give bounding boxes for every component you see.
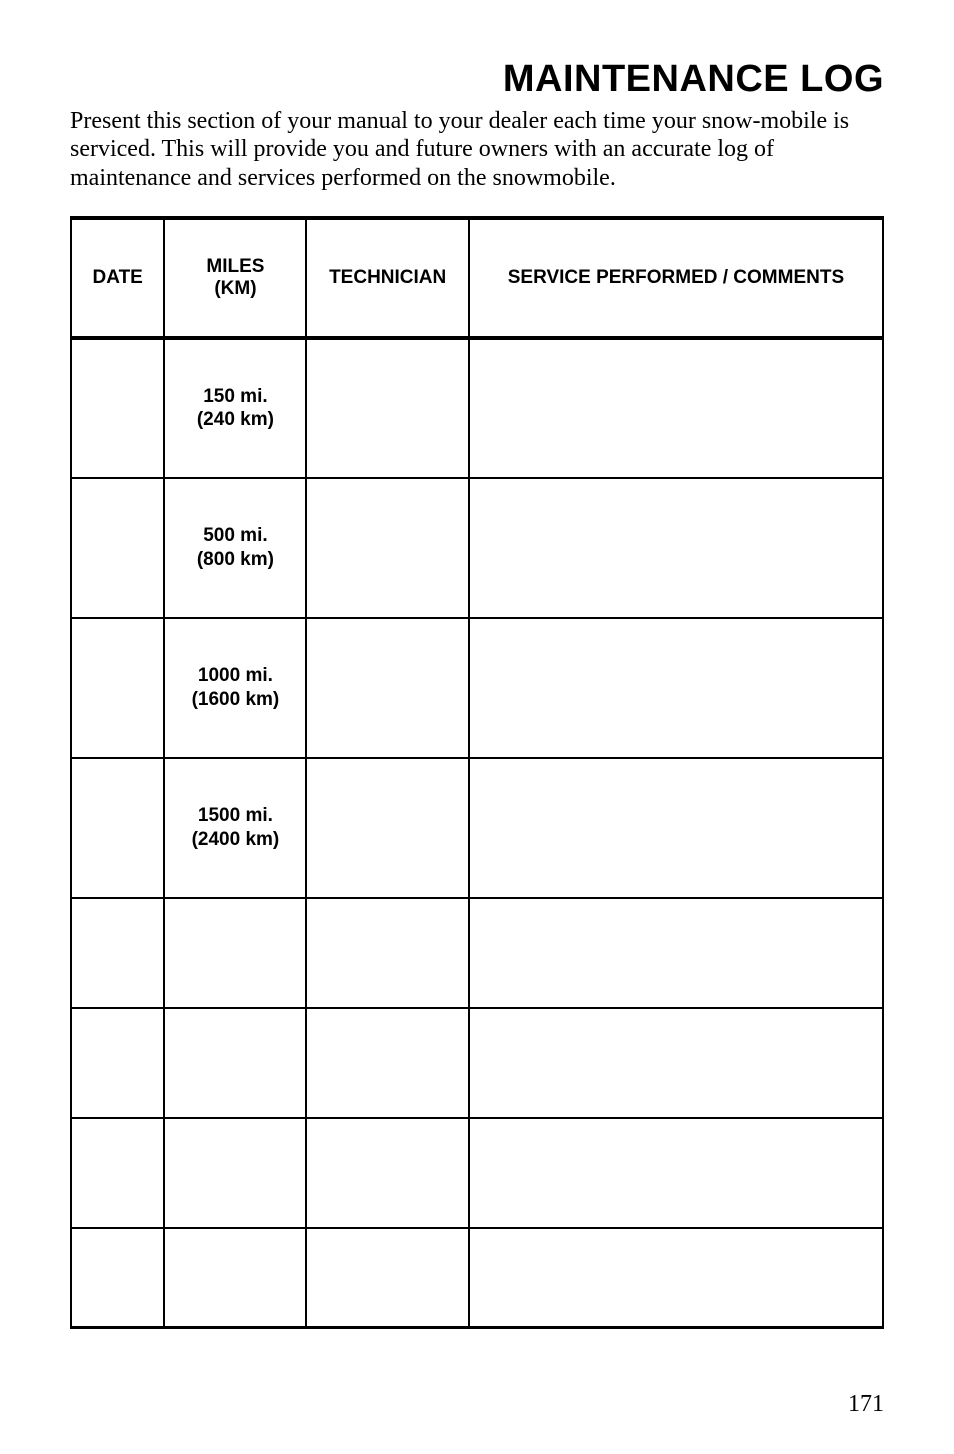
cell-service[interactable] xyxy=(469,618,883,758)
cell-date[interactable] xyxy=(71,898,164,1008)
col-header-technician: TECHNICIAN xyxy=(306,218,468,338)
cell-service[interactable] xyxy=(469,478,883,618)
cell-technician[interactable] xyxy=(306,1118,468,1228)
cell-technician[interactable] xyxy=(306,898,468,1008)
cell-technician[interactable] xyxy=(306,1008,468,1118)
cell-technician[interactable] xyxy=(306,758,468,898)
cell-service[interactable] xyxy=(469,898,883,1008)
miles-line2: (800 km) xyxy=(173,548,297,572)
page-title: MAINTENANCE LOG xyxy=(70,58,884,101)
miles-line1: 150 mi. xyxy=(173,385,297,409)
table-row xyxy=(71,1228,883,1328)
col-header-date: DATE xyxy=(71,218,164,338)
miles-line2: (2400 km) xyxy=(173,828,297,852)
table-row: 150 mi. (240 km) xyxy=(71,338,883,478)
cell-service[interactable] xyxy=(469,1118,883,1228)
table-row xyxy=(71,898,883,1008)
cell-date[interactable] xyxy=(71,1228,164,1328)
cell-miles[interactable] xyxy=(164,1228,306,1328)
maintenance-log-table: DATE MILES (KM) TECHNICIAN SERVICE PERFO… xyxy=(70,216,884,1330)
table-row xyxy=(71,1008,883,1118)
miles-line1: 1500 mi. xyxy=(173,804,297,828)
cell-technician[interactable] xyxy=(306,618,468,758)
cell-miles[interactable] xyxy=(164,898,306,1008)
cell-miles[interactable] xyxy=(164,1008,306,1118)
cell-date[interactable] xyxy=(71,1118,164,1228)
col-header-miles-line2: (KM) xyxy=(214,278,256,299)
page-number: 171 xyxy=(848,1391,884,1418)
miles-line2: (240 km) xyxy=(173,408,297,432)
intro-paragraph: Present this section of your manual to y… xyxy=(70,107,884,192)
cell-miles: 1000 mi. (1600 km) xyxy=(164,618,306,758)
cell-service[interactable] xyxy=(469,1228,883,1328)
miles-line1: 1000 mi. xyxy=(173,664,297,688)
cell-technician[interactable] xyxy=(306,1228,468,1328)
table-row: 1500 mi. (2400 km) xyxy=(71,758,883,898)
cell-miles: 500 mi. (800 km) xyxy=(164,478,306,618)
cell-service[interactable] xyxy=(469,1008,883,1118)
table-row: 1000 mi. (1600 km) xyxy=(71,618,883,758)
cell-service[interactable] xyxy=(469,758,883,898)
cell-date[interactable] xyxy=(71,618,164,758)
cell-service[interactable] xyxy=(469,338,883,478)
col-header-miles: MILES (KM) xyxy=(164,218,306,338)
cell-date[interactable] xyxy=(71,478,164,618)
cell-miles: 1500 mi. (2400 km) xyxy=(164,758,306,898)
cell-miles[interactable] xyxy=(164,1118,306,1228)
cell-technician[interactable] xyxy=(306,338,468,478)
col-header-service: SERVICE PERFORMED / COMMENTS xyxy=(469,218,883,338)
col-header-miles-line1: MILES xyxy=(206,256,264,277)
cell-date[interactable] xyxy=(71,338,164,478)
cell-date[interactable] xyxy=(71,758,164,898)
miles-line2: (1600 km) xyxy=(173,688,297,712)
miles-line1: 500 mi. xyxy=(173,524,297,548)
cell-date[interactable] xyxy=(71,1008,164,1118)
table-header-row: DATE MILES (KM) TECHNICIAN SERVICE PERFO… xyxy=(71,218,883,338)
table-row: 500 mi. (800 km) xyxy=(71,478,883,618)
cell-technician[interactable] xyxy=(306,478,468,618)
cell-miles: 150 mi. (240 km) xyxy=(164,338,306,478)
table-row xyxy=(71,1118,883,1228)
